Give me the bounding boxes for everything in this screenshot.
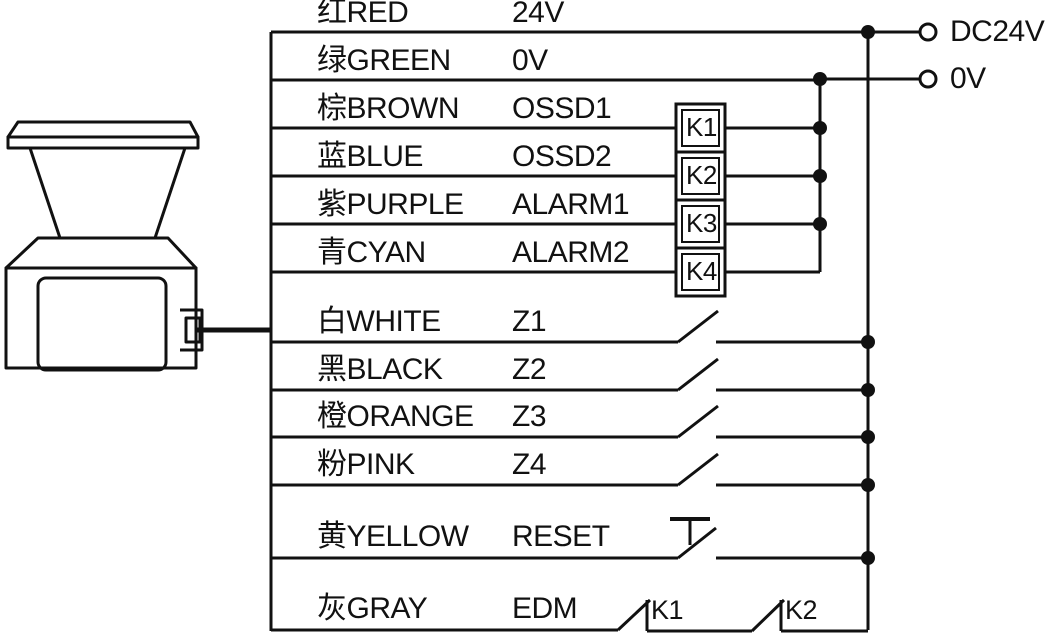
junction-dot-24v-bus <box>861 25 875 39</box>
z2-switch-blade[interactable] <box>677 357 719 392</box>
relay-coil-k2[interactable] <box>674 150 727 202</box>
z1-switch-blade[interactable] <box>677 309 719 344</box>
junction-dot-k2-return <box>813 169 827 183</box>
scanner-top-plate-edge <box>6 135 200 150</box>
terminal-dc24v[interactable] <box>868 22 938 42</box>
wire-pink-z4 <box>271 452 868 487</box>
z3-switch-blade[interactable] <box>677 404 719 439</box>
scanner-optics-window <box>28 147 187 240</box>
edm-contact-k2[interactable] <box>750 598 786 633</box>
wire-white-z1 <box>271 309 868 344</box>
scanner-body-bevel <box>4 236 198 270</box>
wire-orange-z3 <box>271 404 868 439</box>
junction-dot-z3 <box>861 430 875 444</box>
relay-coil-k1[interactable] <box>674 102 727 154</box>
relay-coil-k3[interactable] <box>674 198 727 250</box>
junction-dot-k1-return <box>813 121 827 135</box>
scanner-front-panel <box>36 276 168 372</box>
junction-dot-reset <box>861 551 875 565</box>
scanner-top-plate <box>6 120 200 139</box>
z4-switch-blade[interactable] <box>677 452 719 487</box>
junction-dot-z4 <box>861 478 875 492</box>
junction-dot-z1 <box>861 335 875 349</box>
junction-dot-z2 <box>861 383 875 397</box>
terminal-dc24v-post <box>918 22 938 42</box>
scanner-body <box>4 266 198 370</box>
junction-dot-k3-return <box>813 217 827 231</box>
terminal-0v-post <box>918 69 938 89</box>
terminal-0v[interactable] <box>820 69 938 89</box>
reset-button-blade[interactable] <box>677 526 717 560</box>
wire-black-z2 <box>271 357 868 392</box>
edm-contact-k1[interactable] <box>616 598 652 632</box>
wire-gray-edm <box>271 598 868 633</box>
wire-yellow-reset <box>271 517 868 560</box>
junction-dot-0v-bus <box>813 72 827 86</box>
relay-coil-k4[interactable] <box>674 246 727 298</box>
safety-laser-scanner <box>4 120 204 372</box>
